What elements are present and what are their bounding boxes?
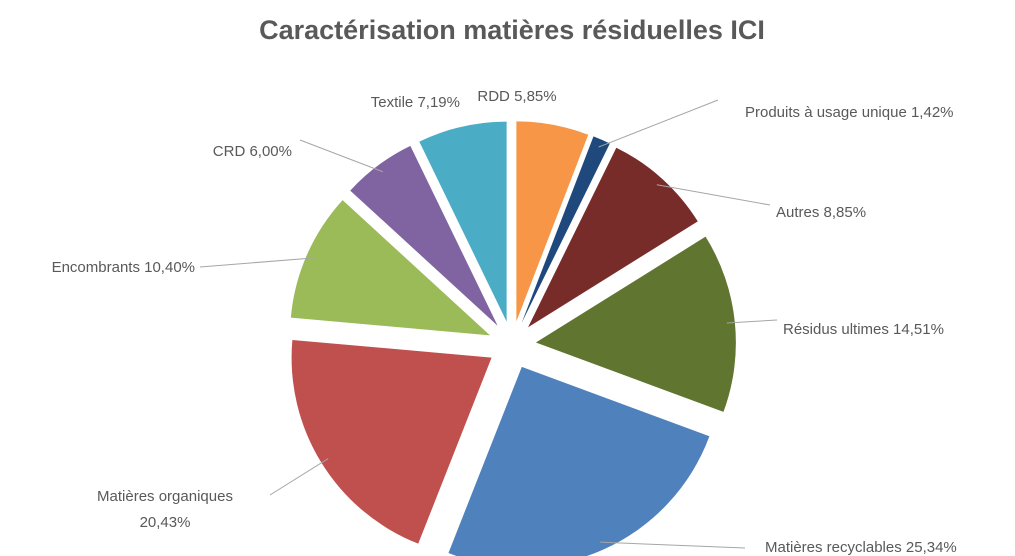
leader-line	[656, 184, 771, 206]
data-label: Autres 8,85%	[776, 204, 866, 221]
leader-line	[299, 139, 384, 173]
label-name: Produits à usage unique	[745, 104, 907, 121]
label-name: Matières recyclables	[765, 539, 902, 556]
leader-line	[269, 458, 329, 496]
pie-slice	[419, 121, 507, 322]
leader-line	[600, 541, 746, 549]
pie-slice	[448, 366, 710, 556]
data-label: Textile 7,19%	[371, 94, 460, 111]
label-value: 14,51%	[893, 321, 944, 338]
label-value: 6,00%	[249, 143, 292, 160]
leader-line	[726, 319, 778, 324]
pie-slice	[291, 339, 492, 544]
pie-slice	[528, 147, 698, 328]
label-name: Matières organiques	[97, 488, 233, 505]
pie-slice	[290, 200, 491, 336]
data-label: Résidus ultimes 14,51%	[783, 321, 944, 338]
data-label: Encombrants 10,40%	[52, 259, 195, 276]
label-name: Encombrants	[52, 259, 140, 276]
pie-slice	[516, 121, 589, 322]
label-name: CRD	[213, 143, 246, 160]
label-value: 8,85%	[824, 204, 867, 221]
label-value: 7,19%	[417, 94, 460, 111]
label-name: Textile	[371, 94, 414, 111]
pie-slice	[350, 145, 498, 326]
label-name: Résidus ultimes	[783, 321, 889, 338]
label-value: 10,40%	[144, 259, 195, 276]
data-label: RDD 5,85%	[477, 88, 556, 105]
leader-line	[598, 99, 719, 148]
pie-slice	[535, 236, 736, 412]
label-value: 1,42%	[911, 104, 954, 121]
label-value: 5,85%	[514, 88, 557, 105]
data-label: CRD 6,00%	[213, 143, 292, 160]
label-name: Autres	[776, 204, 819, 221]
label-value: 20,43%	[140, 514, 191, 531]
data-label: Matières organiques 20,43%	[97, 488, 233, 531]
data-label: Matières recyclables 25,34%	[765, 539, 957, 556]
chart-title: Caractérisation matières résiduelles ICI	[259, 15, 765, 45]
label-name: RDD	[477, 88, 510, 105]
data-label: Produits à usage unique 1,42%	[745, 104, 954, 121]
pie-slice	[521, 136, 610, 324]
leader-line	[199, 257, 315, 268]
label-value: 25,34%	[906, 539, 957, 556]
